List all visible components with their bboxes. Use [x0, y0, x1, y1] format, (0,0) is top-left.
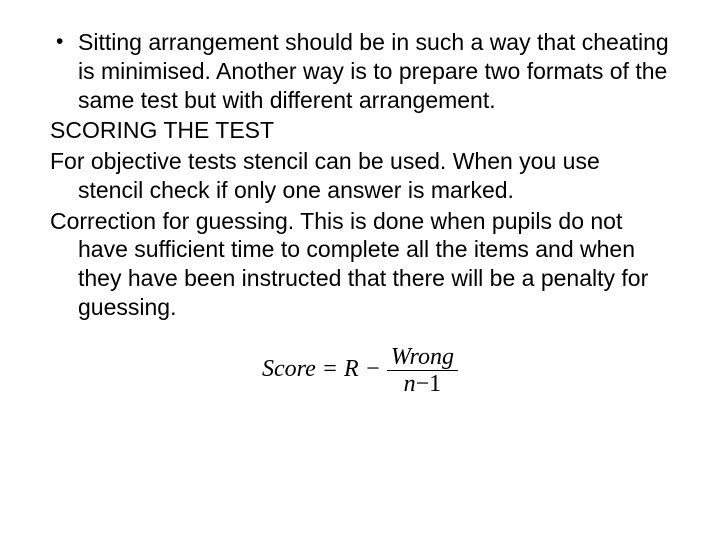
paragraph-correction-text: Correction for guessing. This is done wh… — [50, 207, 670, 322]
bullet-glyph-icon: • — [50, 28, 78, 56]
paragraph-stencil: For objective tests stencil can be used.… — [50, 147, 670, 205]
section-heading: SCORING THE TEST — [50, 116, 670, 145]
score-formula: Score = R − Wrong n−1 — [50, 344, 670, 398]
slide: • Sitting arrangement should be in such … — [0, 0, 720, 540]
bullet-item-1: • Sitting arrangement should be in such … — [50, 28, 670, 114]
paragraph-stencil-text: For objective tests stencil can be used.… — [50, 147, 670, 205]
paragraph-correction: Correction for guessing. This is done wh… — [50, 207, 670, 322]
denominator-constant: −1 — [416, 371, 442, 397]
denominator-variable: n — [404, 371, 416, 397]
formula-numerator: Wrong — [387, 344, 458, 370]
formula-lhs: Score = R − — [262, 344, 381, 398]
bullet-text-1: Sitting arrangement should be in such a … — [78, 28, 670, 114]
body-text: • Sitting arrangement should be in such … — [50, 28, 670, 322]
formula-fraction: Wrong n−1 — [387, 344, 458, 398]
formula-denominator: n−1 — [400, 371, 446, 397]
